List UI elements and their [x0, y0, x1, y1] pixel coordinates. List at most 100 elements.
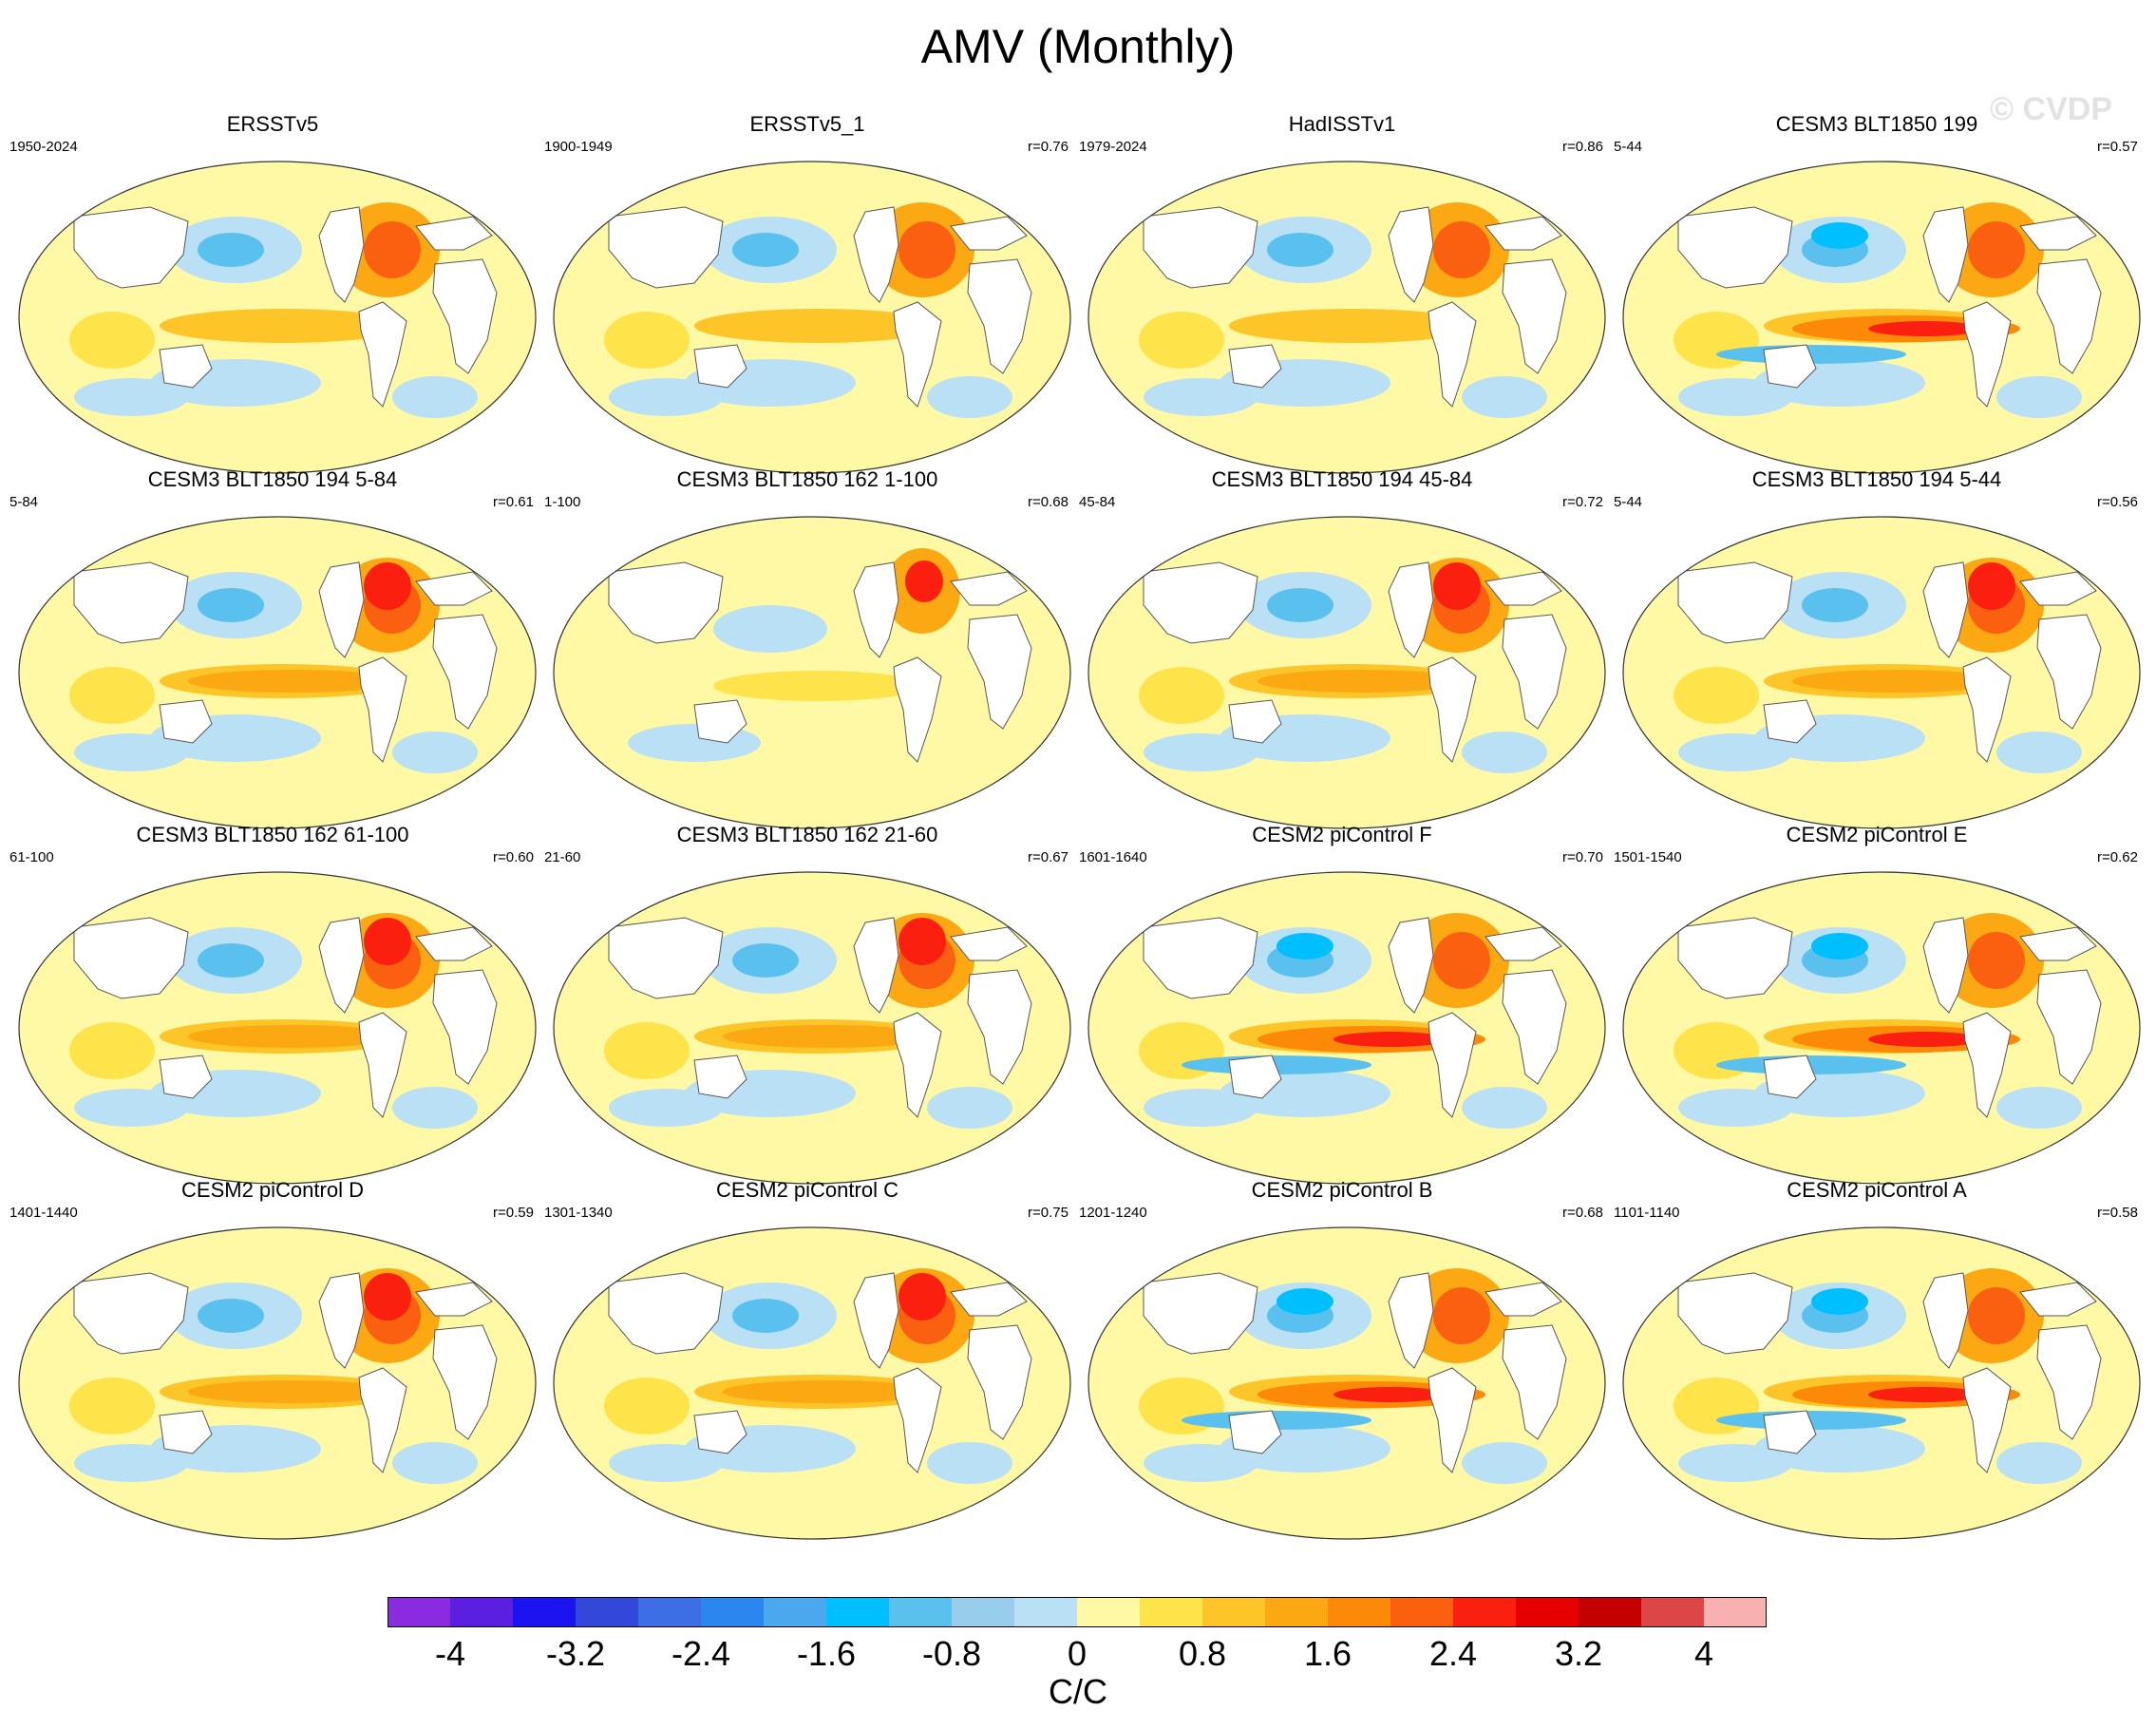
panel-title: CESM3 BLT1850 162 21-60	[676, 823, 938, 846]
colorbar-segment	[388, 1597, 450, 1627]
panel-correlation: r=0.61	[493, 494, 534, 510]
panel-years: 1101-1140	[1614, 1205, 1680, 1221]
land-mass	[1962, 301, 2012, 408]
panel-correlation: r=0.68	[1562, 1205, 1603, 1221]
colorbar-segment	[952, 1597, 1014, 1627]
anomaly-patch	[898, 918, 946, 965]
land-mass	[159, 1054, 213, 1099]
colorbar-tick-label: -4	[434, 1634, 466, 1673]
land-mass	[358, 656, 407, 763]
map-panel: CESM2 piControl D 1401-1440 r=0.59	[6, 1178, 539, 1548]
anomaly-patch	[1811, 1288, 1868, 1315]
land-mass	[608, 561, 724, 644]
colorbar-segment	[701, 1597, 764, 1627]
anomaly-patch	[905, 560, 943, 602]
globe-map	[1087, 871, 1606, 1185]
panel-title: ERSSTv5_1	[749, 112, 865, 136]
land-mass	[2036, 614, 2102, 730]
globe-outline	[18, 161, 537, 474]
anomaly-patch	[1258, 670, 1466, 693]
colorbar-segment	[450, 1597, 513, 1627]
land-mass	[1763, 1410, 1817, 1454]
anomaly-patch	[1802, 588, 1868, 622]
colorbar-segment	[764, 1597, 826, 1627]
anomaly-patch	[1277, 1288, 1333, 1315]
globe-map	[1087, 161, 1606, 474]
map-panel: CESM2 piControl A 1101-1140 r=0.58	[1610, 1178, 2144, 1548]
globe-outline	[1622, 1226, 2141, 1540]
panel-title: HadISSTv1	[1288, 112, 1396, 136]
colorbar-tick-label: 0.8	[1178, 1634, 1227, 1673]
anomaly-patch	[1996, 1087, 2082, 1129]
land-mass	[967, 258, 1032, 374]
land-mass	[1922, 917, 1969, 1014]
anomaly-patch	[74, 1444, 188, 1482]
anomaly-patch	[1433, 1287, 1490, 1344]
land-mass	[73, 561, 189, 644]
colorbar-tick-label: 1.6	[1303, 1634, 1352, 1673]
anomaly-patch	[1267, 233, 1333, 267]
land-mass	[1388, 1272, 1434, 1369]
land-mass	[1502, 969, 1567, 1085]
land-mass	[950, 571, 1028, 606]
anomaly-patch	[188, 1025, 397, 1048]
colorbar-tick-label: -2.4	[671, 1634, 731, 1673]
anomaly-patch	[1144, 1444, 1258, 1482]
panel-correlation: r=0.60	[493, 849, 534, 865]
anomaly-patch	[927, 376, 1012, 418]
land-mass	[1428, 1012, 1477, 1118]
anomaly-patch	[927, 1087, 1012, 1129]
panel-correlation: r=0.56	[2097, 494, 2138, 510]
colorbar	[388, 1597, 1767, 1627]
colorbar-segment	[1265, 1597, 1328, 1627]
land-mass	[2019, 571, 2097, 606]
panel-years: 1601-1640	[1079, 849, 1147, 865]
globe-outline	[553, 1226, 1071, 1540]
map-panel: CESM2 piControl B 1201-1240 r=0.68	[1075, 1178, 1609, 1548]
land-mass	[1143, 561, 1258, 644]
colorbar-segment	[1202, 1597, 1265, 1627]
anomaly-patch	[364, 562, 411, 610]
anomaly-patch	[1139, 667, 1224, 724]
anomaly-patch	[198, 233, 264, 267]
land-mass	[318, 561, 365, 658]
panel-title: ERSSTv5	[226, 112, 319, 136]
globe-map	[553, 161, 1071, 474]
anomaly-patch	[1229, 309, 1476, 343]
panel-correlation: r=0.86	[1562, 139, 1603, 155]
globe-map	[553, 871, 1071, 1185]
panel-correlation: r=0.58	[2097, 1205, 2138, 1221]
anomaly-patch	[392, 1442, 478, 1484]
panel-years: 1501-1540	[1614, 849, 1682, 865]
colorbar-segment	[1704, 1597, 1767, 1627]
globe-map	[1622, 1226, 2141, 1540]
land-mass	[1502, 1324, 1567, 1440]
anomaly-patch	[609, 1444, 723, 1482]
panel-years: 21-60	[544, 849, 581, 865]
land-mass	[1143, 1272, 1258, 1355]
page-title: AMV (Monthly)	[920, 20, 1236, 73]
panel-title: CESM2 piControl E	[1786, 823, 1968, 846]
watermark: © CVDP	[1990, 91, 2112, 127]
land-mass	[415, 926, 493, 961]
anomaly-patch	[898, 221, 955, 278]
land-mass	[432, 969, 498, 1085]
land-mass	[2036, 969, 2102, 1085]
land-mass	[2036, 1324, 2102, 1440]
colorbar-segment	[1014, 1597, 1077, 1627]
land-mass	[1143, 206, 1258, 289]
anomaly-patch	[1996, 732, 2082, 773]
map-panel: CESM3 BLT1850 162 61-100 61-100 r=0.60	[6, 823, 539, 1193]
panel-years: 5-44	[1614, 494, 1643, 510]
colorbar-tick-label: 4	[1693, 1634, 1714, 1673]
anomaly-patch	[604, 312, 690, 369]
land-mass	[318, 1272, 365, 1369]
globe-map	[553, 1226, 1071, 1540]
anomaly-patch	[1144, 378, 1258, 416]
anomaly-patch	[1462, 376, 1547, 418]
panel-years: 61-100	[9, 849, 54, 865]
land-mass	[893, 656, 942, 763]
anomaly-patch	[604, 1022, 690, 1079]
land-mass	[1922, 1272, 1969, 1369]
colorbar-tick-label: -3.2	[545, 1634, 606, 1673]
